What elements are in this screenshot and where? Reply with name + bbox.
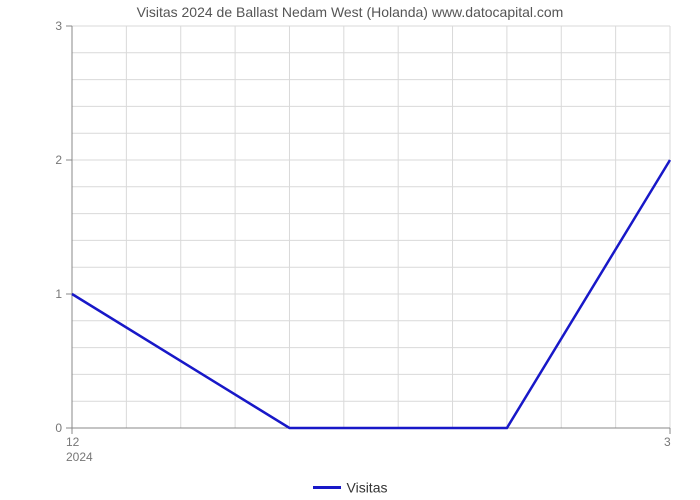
line-chart: Visitas 2024 de Ballast Nedam West (Hola…: [0, 0, 700, 500]
y-tick-label: 3: [55, 19, 62, 33]
y-tick-label: 2: [55, 153, 62, 167]
x-tick-label: 12: [66, 435, 79, 449]
legend-swatch: [313, 486, 341, 489]
x-sub-label: 2024: [66, 450, 93, 464]
legend-label: Visitas: [347, 479, 388, 495]
legend: Visitas: [0, 478, 700, 495]
x-tick-label: 3: [664, 435, 671, 449]
y-tick-label: 1: [55, 287, 62, 301]
y-tick-label: 0: [55, 421, 62, 435]
plot-area: [0, 0, 700, 500]
